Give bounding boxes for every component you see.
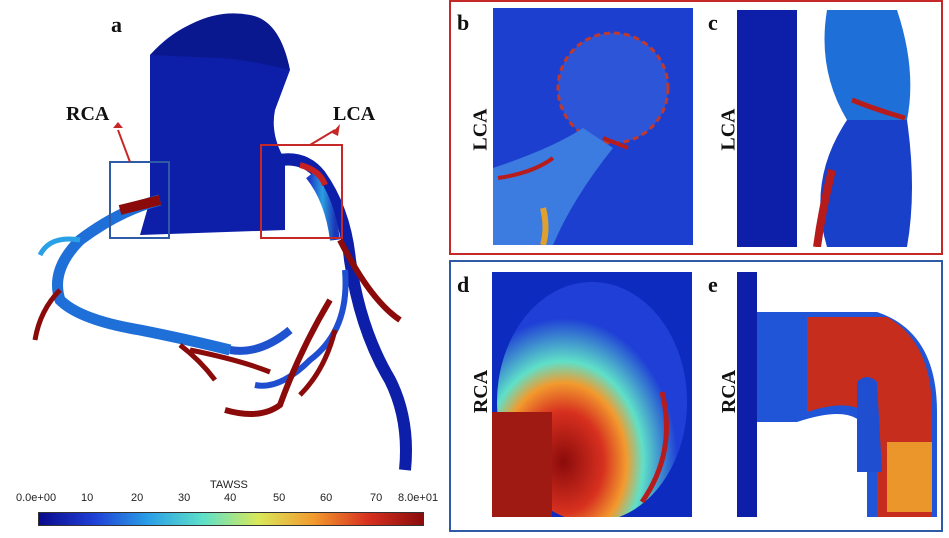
colorbar-tick: 70 <box>370 492 383 504</box>
panel-a-rca-label: RCA <box>66 103 110 125</box>
colorbar-tick: 30 <box>178 492 191 504</box>
colorbar-tick: 0.0e+00 <box>16 492 57 504</box>
panel-b-side-label: LCA <box>469 108 492 151</box>
rca-trunk <box>52 194 232 356</box>
colorbar-title: TAWSS <box>210 479 248 491</box>
aorta-shape <box>140 14 290 235</box>
panel-e-letter: e <box>708 272 718 297</box>
colorbar-tick: 60 <box>320 492 333 504</box>
lca-zoom-frame <box>449 0 943 255</box>
colorbar-tick: 20 <box>131 492 144 504</box>
colorbar-tick: 8.0e+01 <box>398 492 439 504</box>
panel-c-render <box>737 10 937 247</box>
colorbar-tick: 50 <box>273 492 286 504</box>
panel-a-render <box>32 13 412 471</box>
colorbar <box>38 512 424 526</box>
panel-a-lca-label: LCA <box>333 103 376 125</box>
panel-d-side-label: RCA <box>470 369 493 414</box>
colorbar-ticks: 0.0e+00 10 20 30 40 50 60 70 8.0e+01 <box>16 492 439 506</box>
lca-highlight-box <box>260 144 343 239</box>
colorbar-tick: 10 <box>81 492 94 504</box>
panel-b-letter: b <box>457 10 470 35</box>
rca-zoom-frame <box>449 260 943 532</box>
colorbar-tick: 40 <box>224 492 237 504</box>
panel-e-render <box>737 272 937 517</box>
panel-a-letter: a <box>111 12 122 37</box>
panel-b-render <box>493 8 693 245</box>
panel-d-letter: d <box>457 272 470 297</box>
panel-c-letter: c <box>708 10 718 35</box>
panel-d-render <box>492 272 692 517</box>
rca-highlight-box <box>109 161 170 239</box>
